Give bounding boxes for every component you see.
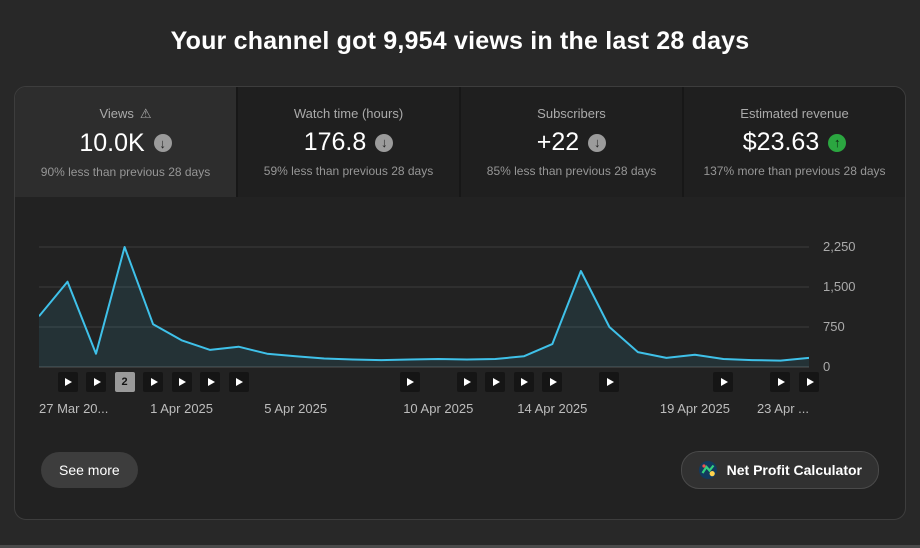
panel-footer: See more Net Profit Calculator	[15, 451, 905, 489]
video-marker[interactable]	[799, 372, 819, 392]
video-marker[interactable]	[57, 372, 78, 392]
y-axis-label: 750	[823, 319, 845, 334]
video-marker[interactable]	[485, 372, 506, 392]
play-icon	[150, 378, 158, 386]
trend-up-icon: ↑	[828, 133, 847, 152]
video-marker[interactable]	[513, 372, 534, 392]
play-icon	[65, 378, 73, 386]
x-axis-label: 27 Mar 20...	[39, 401, 109, 416]
metric-value: +22	[536, 128, 580, 156]
play-icon	[720, 378, 728, 386]
play-icon	[606, 378, 614, 386]
chart-section: 2 0 750 1,500 2,250	[15, 229, 905, 393]
y-axis: 0 750 1,500 2,250	[809, 229, 895, 393]
see-more-button[interactable]: See more	[41, 452, 138, 488]
x-axis-label: 1 Apr 2025	[150, 401, 214, 416]
play-icon	[521, 378, 529, 386]
metric-tab-revenue[interactable]: Estimated revenue $23.63 ↑ 137% more tha…	[682, 87, 905, 197]
video-marker[interactable]	[399, 372, 420, 392]
y-axis-label: 1,500	[823, 279, 856, 294]
video-marker[interactable]	[86, 372, 107, 392]
metric-comparison: 137% more than previous 28 days	[703, 164, 886, 178]
video-marker[interactable]	[171, 372, 192, 392]
bottom-divider	[0, 545, 920, 548]
play-icon	[549, 378, 557, 386]
metric-value: 10.0K	[79, 128, 145, 157]
video-markers-row: 2	[39, 372, 819, 392]
video-marker[interactable]	[542, 372, 563, 392]
x-axis-label: 5 Apr 2025	[264, 401, 328, 416]
trend-down-icon: ↓	[153, 134, 172, 152]
metric-comparison: 85% less than previous 28 days	[486, 164, 657, 178]
metric-label: Estimated revenue	[740, 106, 849, 121]
play-icon	[464, 378, 472, 386]
trend-down-icon: ↓	[375, 133, 394, 152]
y-axis-label: 2,250	[823, 239, 856, 254]
chart-plot-area: 2	[39, 229, 819, 393]
play-icon	[236, 378, 244, 386]
warning-icon: ⚠	[139, 105, 152, 121]
views-chart[interactable]	[39, 229, 809, 393]
metric-tab-subscribers[interactable]: Subscribers +22 ↓ 85% less than previous…	[459, 87, 682, 197]
metric-value: 176.8	[303, 128, 367, 156]
net-profit-calculator-label: Net Profit Calculator	[726, 462, 862, 478]
x-axis-label: 23 Apr ...	[756, 401, 809, 416]
play-icon	[179, 378, 187, 386]
metric-value: $23.63	[742, 128, 820, 156]
video-marker-group[interactable]: 2	[114, 372, 135, 392]
analytics-panel: Views ⚠ 10.0K ↓ 90% less than previous 2…	[14, 86, 906, 520]
metric-comparison: 90% less than previous 28 days	[40, 164, 211, 179]
x-axis: 27 Mar 20... 1 Apr 2025 5 Apr 2025 10 Apr 2…	[39, 397, 809, 423]
video-marker[interactable]	[228, 372, 249, 392]
metric-tab-watch-time[interactable]: Watch time (hours) 176.8 ↓ 59% less than…	[236, 87, 459, 197]
page-title: Your channel got 9,954 views in the last…	[170, 27, 750, 55]
trend-down-icon: ↓	[588, 133, 607, 152]
x-axis-label: 19 Apr 2025	[659, 401, 730, 416]
metric-label: Watch time (hours)	[293, 106, 404, 121]
metric-label: Subscribers	[537, 106, 606, 121]
video-marker[interactable]	[456, 372, 477, 392]
net-profit-calculator-icon	[698, 460, 718, 480]
metric-tabs: Views ⚠ 10.0K ↓ 90% less than previous 2…	[15, 87, 905, 197]
video-marker[interactable]	[143, 372, 164, 392]
net-profit-calculator-button[interactable]: Net Profit Calculator	[680, 451, 879, 489]
play-icon	[407, 378, 415, 386]
play-icon	[93, 378, 101, 386]
x-axis-label: 10 Apr 2025	[403, 401, 474, 416]
metric-label: Views	[99, 106, 134, 121]
play-icon	[806, 378, 814, 386]
y-axis-label: 0	[823, 359, 831, 374]
video-marker[interactable]	[770, 372, 791, 392]
metric-comparison: 59% less than previous 28 days	[263, 164, 434, 178]
video-marker[interactable]	[200, 372, 221, 392]
video-marker[interactable]	[599, 372, 620, 392]
play-icon	[207, 378, 215, 386]
play-icon	[777, 378, 785, 386]
play-icon	[492, 378, 500, 386]
metric-tab-views[interactable]: Views ⚠ 10.0K ↓ 90% less than previous 2…	[15, 87, 236, 197]
video-marker[interactable]	[713, 372, 734, 392]
x-axis-label: 14 Apr 2025	[517, 401, 588, 416]
